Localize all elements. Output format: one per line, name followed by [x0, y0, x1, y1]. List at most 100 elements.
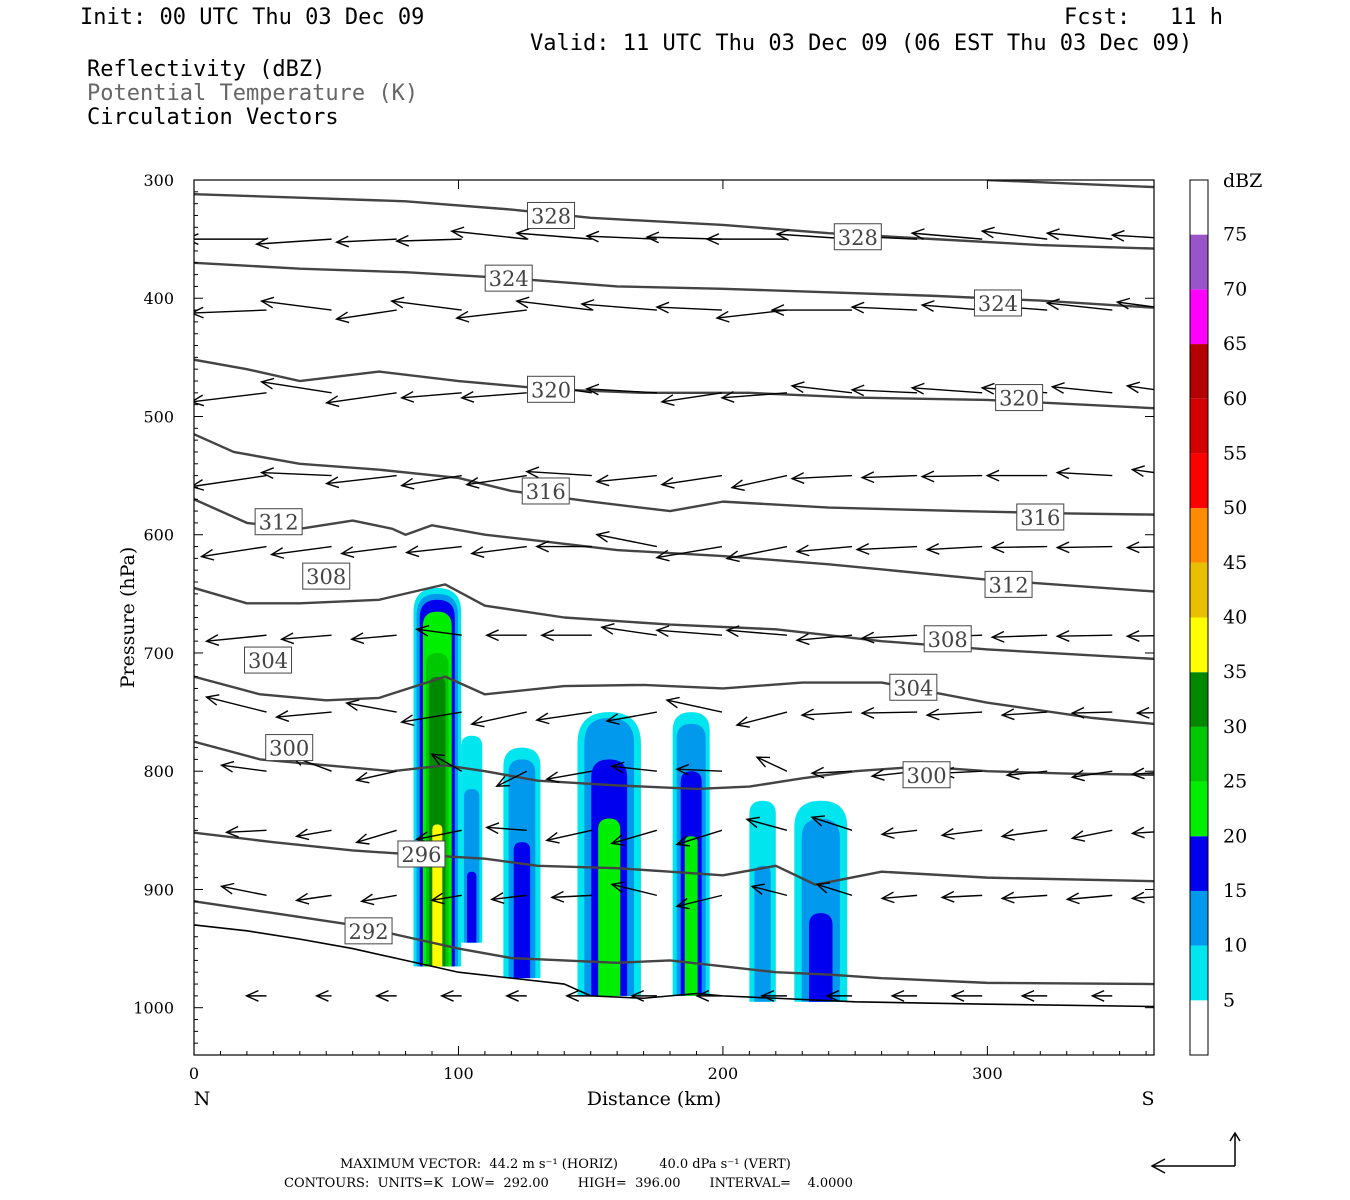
vector-head-7-0	[219, 760, 235, 773]
vector-3-4	[466, 474, 527, 486]
vector-head-5-8	[725, 625, 740, 638]
reflectivity-cell-6-15	[809, 913, 833, 1002]
contour-label-box-316-a	[521, 477, 570, 505]
vector-6-2	[346, 702, 397, 713]
reflectivity-cell-4-20	[684, 836, 698, 996]
contour-label-328-b: 328	[838, 226, 878, 250]
vector-head-9-9	[815, 882, 831, 894]
vector-0-13	[1047, 232, 1113, 240]
vector-head-5-9	[795, 633, 810, 646]
vector-8-1	[296, 829, 332, 838]
vector-head-8-10	[880, 827, 895, 839]
vector-5-1	[281, 634, 332, 640]
vector-head-9-3	[430, 892, 445, 905]
contour-label-box-320-b	[995, 384, 1044, 412]
vector-9-0	[221, 885, 267, 897]
vector-1-1	[261, 300, 332, 311]
vector-0-11	[912, 232, 983, 240]
vector-head-3-13	[1055, 467, 1070, 480]
vector-8-3	[416, 829, 462, 841]
vector-head-2-8	[720, 391, 735, 403]
vector-head-9-13	[1065, 892, 1080, 905]
terrain-surface	[194, 924, 1154, 1008]
vector-6-13	[1072, 711, 1113, 714]
vector-6-10	[862, 711, 918, 714]
vector-3-7	[661, 474, 723, 486]
forecast-hour-label: Fcst: 11 h	[1064, 5, 1223, 30]
vector-head-4-11	[925, 542, 940, 555]
vector-head-1-0	[194, 306, 204, 319]
vector-2-6	[586, 388, 657, 394]
contour-label-296-a: 296	[401, 843, 441, 867]
vector-3-10	[862, 474, 918, 479]
vector-head-7-8	[755, 756, 771, 768]
contour-label-box-300-b	[902, 761, 951, 789]
vector-5-9	[796, 634, 853, 641]
vector-head-3-12	[985, 469, 1000, 482]
vector-3-9	[792, 474, 853, 480]
vector-5-3	[416, 628, 462, 636]
legend-potential-temperature: Potential Temperature (K)	[87, 81, 419, 106]
vector-head-2-2	[324, 395, 340, 408]
vector-head-0-3	[394, 234, 409, 247]
vector-1-11	[922, 304, 983, 311]
vector-3-8	[731, 474, 788, 489]
theta-contour-308	[194, 583, 1154, 661]
vector-head-4-6	[595, 531, 610, 543]
vector-head-6-11	[925, 708, 940, 721]
contour-label-box-312-b	[984, 570, 1033, 598]
vector-head-3-4	[465, 477, 480, 489]
vector-head-4-5	[535, 540, 549, 553]
vector-head-10-0	[244, 989, 259, 1002]
vector-head-10-3	[439, 989, 454, 1002]
vector-6-4	[471, 711, 527, 725]
vector-head-1-3	[389, 296, 405, 309]
vector-0-1	[256, 238, 332, 245]
vector-head-3-1	[259, 467, 274, 480]
contour-labels: 292 296 300 300 304 304 308 308 312 312 316 316 320 3…	[244, 201, 1065, 945]
colorbar-label-55: 55	[1223, 442, 1247, 464]
vector-head-7-4	[495, 775, 510, 787]
colorbar-label-40: 40	[1223, 607, 1247, 629]
vector-head-0-6	[585, 230, 600, 243]
vector-head-1-4	[455, 310, 470, 323]
vector-head-1-2	[334, 311, 350, 324]
vector-2-7	[661, 392, 723, 403]
vector-9-6	[611, 883, 658, 897]
vector-head-6-5	[535, 712, 550, 725]
vector-head-4-0	[199, 548, 215, 561]
y-tick-label-500: 500	[143, 407, 174, 426]
vector-head-7-10	[870, 769, 885, 781]
contour-label-308-b: 308	[928, 628, 968, 652]
colorbar-label-20: 20	[1223, 825, 1247, 847]
vector-head-9-10	[880, 891, 895, 904]
contour-label-box-296-a	[397, 840, 446, 868]
vector-2-8	[721, 392, 788, 399]
vector-8-9	[811, 816, 853, 832]
vector-head-1-11	[920, 300, 935, 312]
valid-time-label: Valid: 11 UTC Thu 03 Dec 09 (06 EST Thu …	[530, 31, 1193, 56]
vector-8-12	[1002, 829, 1048, 838]
y-tick-label-1000: 1000	[133, 999, 174, 1018]
vector-7-3	[431, 753, 463, 772]
vector-6-8	[736, 711, 788, 726]
vector-3-11	[922, 474, 983, 478]
vector-head-2-4	[460, 391, 475, 403]
vector-1-3	[391, 300, 462, 311]
vector-9-5	[551, 894, 592, 899]
footer-max-vector: MAXIMUM VECTOR: 44.2 m s⁻¹ (HORIZ) 40.0 …	[340, 1157, 791, 1172]
vector-head-5-0	[204, 634, 220, 646]
vector-head-5-14	[1125, 630, 1140, 642]
vector-6-9	[802, 711, 853, 716]
colorbar-segment-45	[1190, 508, 1208, 563]
vector-head-8-14	[1130, 826, 1145, 839]
vector-head-4-2	[339, 546, 355, 558]
vector-head-5-3	[415, 624, 430, 637]
vector-head-8-4	[485, 822, 500, 835]
vector-8-7	[676, 829, 723, 846]
reflectivity-cell-3-20	[598, 818, 621, 996]
vector-head-10-10	[890, 989, 905, 1002]
legend-reflectivity: Reflectivity (dBZ)	[87, 57, 326, 82]
vector-5-7	[656, 629, 722, 636]
vector-0-4	[451, 230, 527, 240]
